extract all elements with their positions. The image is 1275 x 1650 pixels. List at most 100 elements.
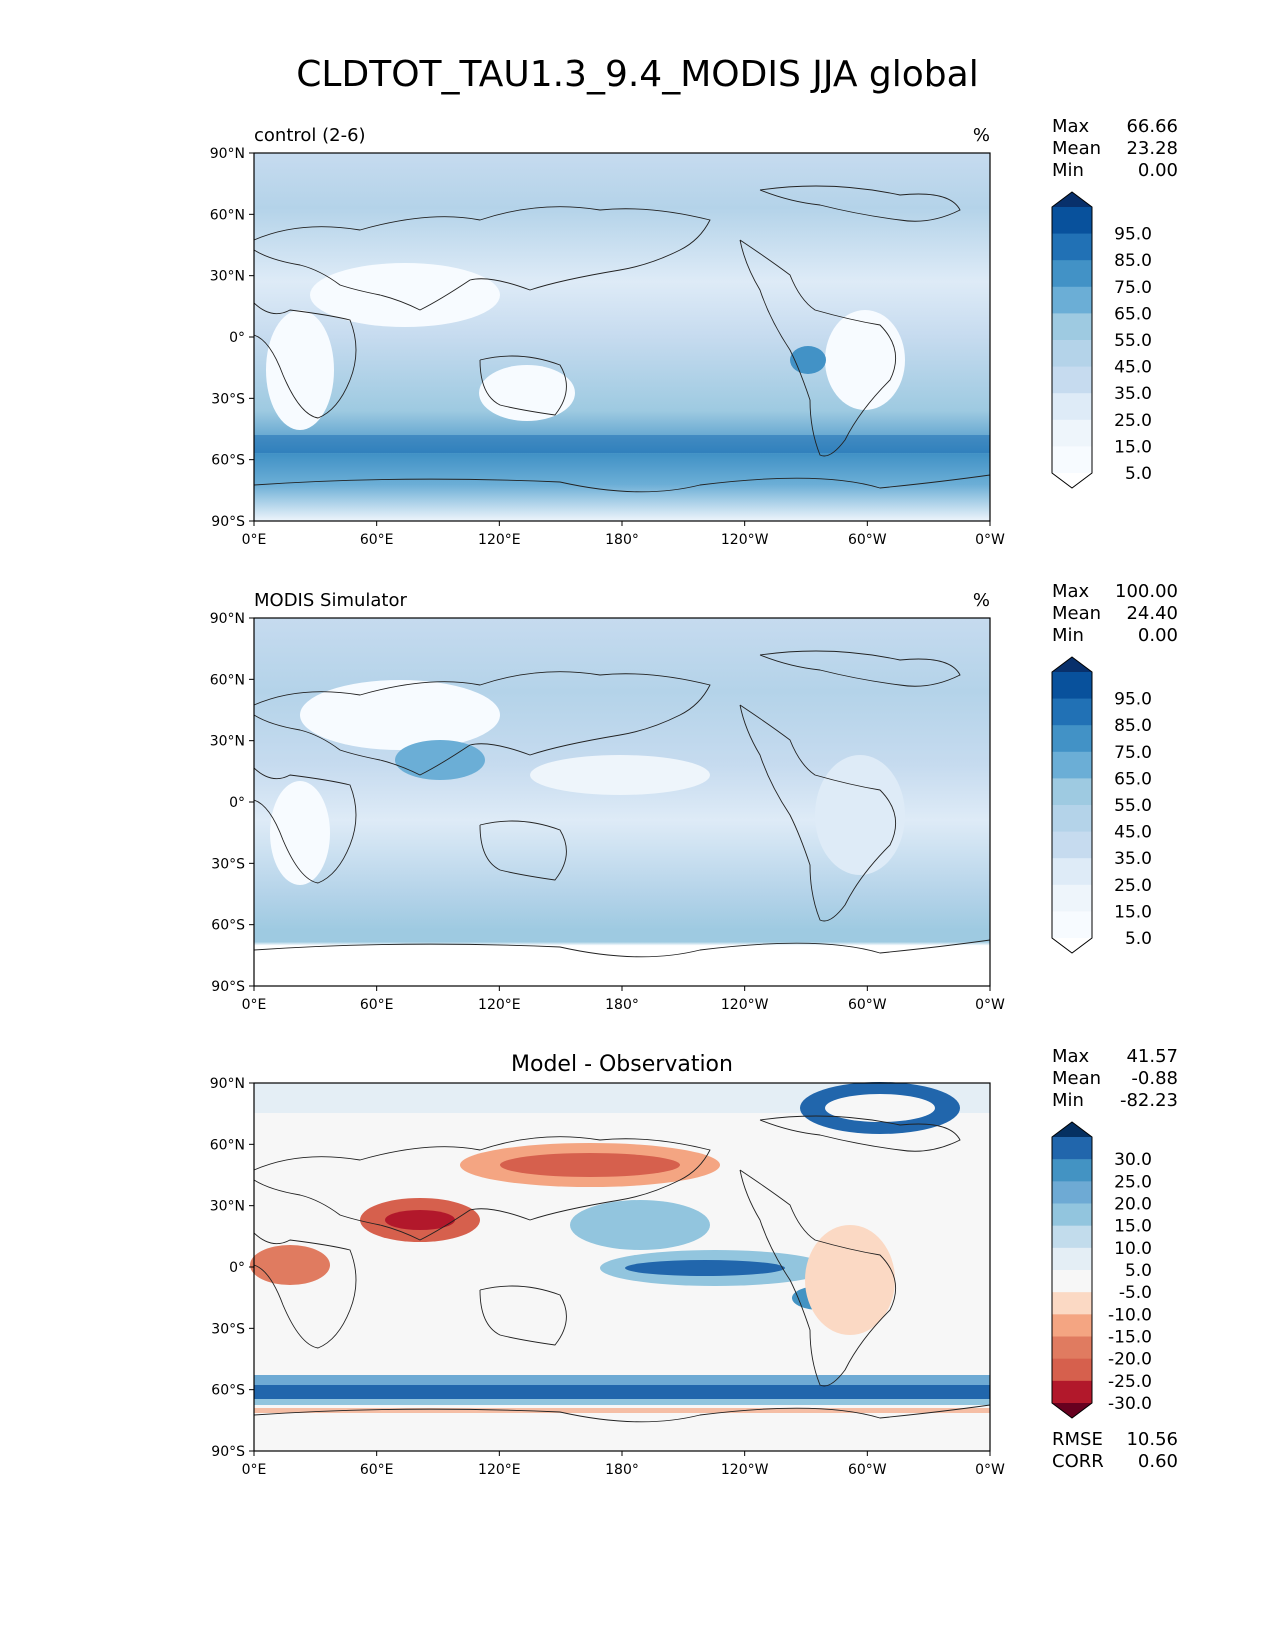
colorbar-label: 55.0 (1114, 331, 1152, 351)
colorbar-extend-max (1052, 192, 1092, 207)
panel-title: MODIS Simulator (254, 590, 407, 611)
colorbar-segment (1052, 1314, 1092, 1337)
map-area (254, 618, 990, 986)
monsoon-cloud (395, 740, 485, 780)
colorbar-label: 25.0 (1114, 411, 1152, 431)
sahara-low-cloud (310, 263, 500, 327)
lon-tick-label: 120°W (721, 997, 769, 1013)
lat-tick-label: 90°S (211, 979, 245, 995)
colorbar-label: 25.0 (1114, 1172, 1152, 1192)
lon-tick-label: 120°W (721, 1462, 769, 1478)
map-area (250, 1082, 990, 1451)
colorbar-segment (1052, 393, 1092, 421)
coastlines (253, 1115, 991, 1423)
colorbar-label: 85.0 (1114, 716, 1152, 736)
lon-axis: 0°E 60°E 120°E 180° 120°W 60°W 0°W (242, 521, 1005, 548)
lon-tick-label: 60°W (848, 532, 887, 548)
colorbar-segment (1052, 911, 1092, 939)
lat-tick-label: 90°N (210, 146, 245, 162)
colorbar-segment (1052, 1159, 1092, 1182)
colorbar-segment (1052, 751, 1092, 779)
lat-tick-label: 60°N (210, 672, 245, 688)
colorbar-label: -5.0 (1119, 1283, 1152, 1303)
lat-tick-label: 60°N (210, 1137, 245, 1153)
colorbar-segment (1052, 778, 1092, 806)
colorbar-extend-min (1052, 938, 1092, 953)
lon-tick-label: 120°E (478, 997, 521, 1013)
colorbar-segment (1052, 1137, 1092, 1160)
lon-tick-label: 120°W (721, 532, 769, 548)
lon-tick-label: 120°E (478, 1462, 521, 1478)
lon-tick-label: 60°E (360, 532, 394, 548)
colorbar-segment (1052, 1203, 1092, 1227)
southamerica-low-cloud (825, 310, 905, 410)
lon-tick-label: 0°E (242, 532, 267, 548)
colorbar-extend-max (1052, 1122, 1092, 1137)
colorbar-segment (1052, 858, 1092, 886)
lon-tick-label: 180° (605, 997, 639, 1013)
colorbar-label: 45.0 (1114, 358, 1152, 378)
panel-model-minus-observation: Model - Observation 90°N 60°N 30°N 0° 30°S 60… (210, 1052, 1152, 1478)
lon-tick-label: 0°E (242, 1462, 267, 1478)
figure-title: CLDTOT_TAU1.3_9.4_MODIS JJA global (296, 54, 979, 95)
colorbar-label: -20.0 (1108, 1350, 1152, 1370)
colorbar-label: -10.0 (1108, 1305, 1152, 1325)
colorbar-label: 15.0 (1114, 1217, 1152, 1237)
lat-tick-label: 30°S (211, 856, 245, 872)
colorbar-extend-min (1052, 1403, 1092, 1418)
colorbar-segment (1052, 446, 1092, 474)
colorbar-label: 5.0 (1125, 1261, 1152, 1281)
colorbar-label: 75.0 (1114, 743, 1152, 763)
panel-control: control (2-6) % 90°N60°N30°N0°30°S60°S90… (210, 125, 1152, 548)
panel-modis-simulator: MODIS Simulator % 90°N 60°N 30°N 0° 30°S 60°S… (210, 590, 1152, 1013)
colorbar-label: 45.0 (1114, 823, 1152, 843)
colorbar-segment (1052, 805, 1092, 833)
colorbar-segment (1052, 1380, 1092, 1404)
lon-tick-label: 60°E (360, 1462, 394, 1478)
colorbar: 95.0 85.0 75.0 65.0 55.0 45.0 35.0 25.0 15.0 5.0 (1051, 656, 1152, 954)
colorbar-label: -30.0 (1108, 1394, 1152, 1414)
lat-tick-label: 30°S (211, 391, 245, 407)
lat-tick-label: 0° (229, 1260, 245, 1276)
colorbar-label: -15.0 (1108, 1328, 1152, 1348)
lat-tick-label: 30°S (211, 1321, 245, 1337)
stratocumulus-deck (790, 346, 826, 374)
colorbar-outline (1051, 191, 1093, 489)
colorbar-segment (1052, 1247, 1092, 1271)
colorbar-segment (1052, 698, 1092, 726)
australia-low-cloud (479, 365, 575, 421)
colorbar-outline (1051, 1121, 1093, 1419)
colorbar-extend-max (1052, 657, 1092, 672)
panel-title: Model - Observation (511, 1052, 733, 1077)
colorbar-label: 65.0 (1114, 769, 1152, 789)
lon-tick-label: 0°W (975, 532, 1005, 548)
lat-axis: 90°N 60°N 30°N 0° 30°S 60°S 90°S (210, 611, 254, 995)
colorbar-segment (1052, 1225, 1092, 1249)
colorbar-label: 30.0 (1114, 1150, 1152, 1170)
lat-tick-label: 90°S (211, 1444, 245, 1460)
lat-tick-label: 60°S (211, 453, 245, 469)
lat-tick-label: 90°S (211, 514, 245, 530)
colorbar-label: 10.0 (1114, 1239, 1152, 1259)
coastlines (253, 650, 991, 958)
units-label: % (973, 590, 990, 611)
colorbar-segment (1052, 286, 1092, 314)
lat-axis: 90°N 60°N 30°N 0° 30°S 60°S 90°S (210, 1076, 254, 1460)
error-metrics: RMSE 10.56 CORR 0.60 (1052, 1429, 1178, 1472)
colorbar-label: 25.0 (1114, 876, 1152, 896)
panel-stats: Max 41.57 Mean -0.88 Min -82.23 (1052, 1046, 1178, 1111)
lat-tick-label: 60°S (211, 1383, 245, 1399)
lon-tick-label: 0°W (975, 1462, 1005, 1478)
colorbar-label: 15.0 (1114, 902, 1152, 922)
lat-tick-label: 30°N (210, 734, 245, 750)
colorbar: 30.025.0 20.015.010.05.0-5.0-10.0 -15.0-20… (1051, 1121, 1152, 1419)
lon-tick-label: 60°W (848, 997, 887, 1013)
colorbar-label: 55.0 (1114, 796, 1152, 816)
lon-tick-label: 60°E (360, 997, 394, 1013)
colorbar-label: 20.0 (1114, 1195, 1152, 1215)
lat-tick-label: 60°S (211, 918, 245, 934)
colorbar-segment (1052, 725, 1092, 753)
colorbar-segment (1052, 207, 1092, 235)
colorbar-label: 75.0 (1114, 278, 1152, 298)
colorbar-segment (1052, 1270, 1092, 1293)
